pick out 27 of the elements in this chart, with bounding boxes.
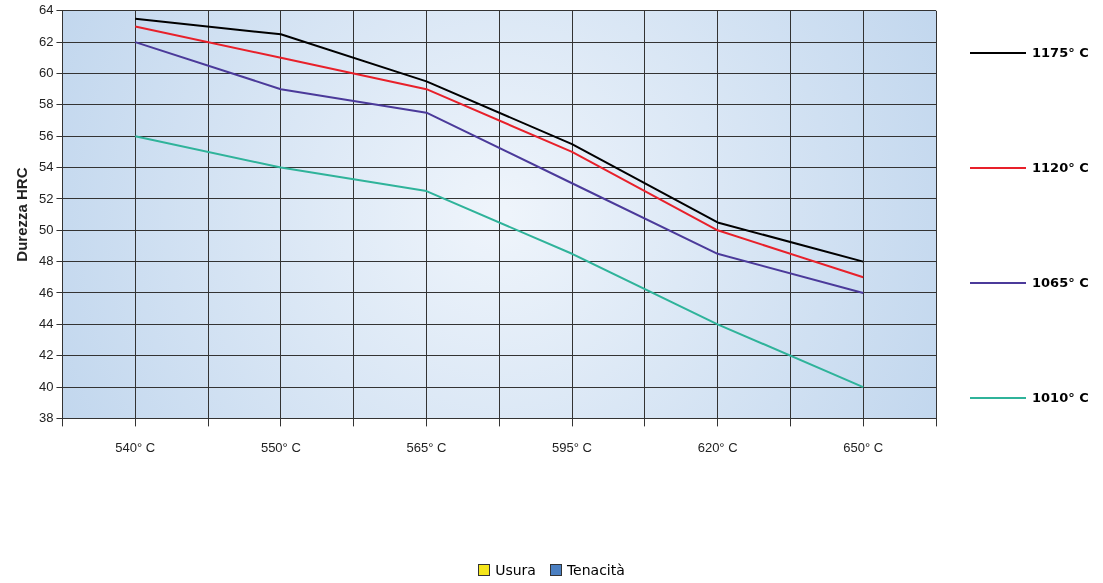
x-tick-label: 540° C: [115, 439, 156, 455]
y-axis-title: Durezza HRC: [13, 167, 31, 262]
y-tick-label: 62: [38, 33, 54, 49]
y-tick-label: 52: [38, 190, 54, 206]
x-tick-label: 550° C: [260, 439, 301, 455]
y-tick-label: 56: [38, 127, 54, 143]
y-tick-label: 42: [38, 347, 54, 363]
legend-label: 1010° C: [1032, 390, 1089, 405]
y-tick-label: 50: [38, 221, 54, 237]
y-tick-label: 46: [38, 284, 54, 300]
x-tick-label: 565° C: [406, 439, 447, 455]
text: Usura: [495, 562, 536, 578]
x-tick-label: 650° C: [843, 439, 884, 455]
y-tick-label: 40: [38, 378, 54, 394]
legend-label: 1065° C: [1032, 275, 1089, 290]
legend-label: 1120° C: [1032, 160, 1089, 175]
y-tick-label: 48: [38, 253, 54, 269]
legend-label: 1175° C: [1032, 45, 1089, 60]
y-tick-label: 38: [38, 409, 54, 425]
y-tick-label: 58: [38, 96, 54, 112]
y-tick-label: 60: [38, 65, 54, 81]
text: Tenacità: [566, 562, 625, 578]
y-tick-label: 54: [38, 159, 54, 175]
y-tick-label: 44: [38, 315, 54, 331]
y-tick-label: 64: [38, 2, 54, 18]
x-tick-label: 595° C: [552, 439, 592, 455]
x-tick-label: 620° C: [697, 439, 738, 455]
